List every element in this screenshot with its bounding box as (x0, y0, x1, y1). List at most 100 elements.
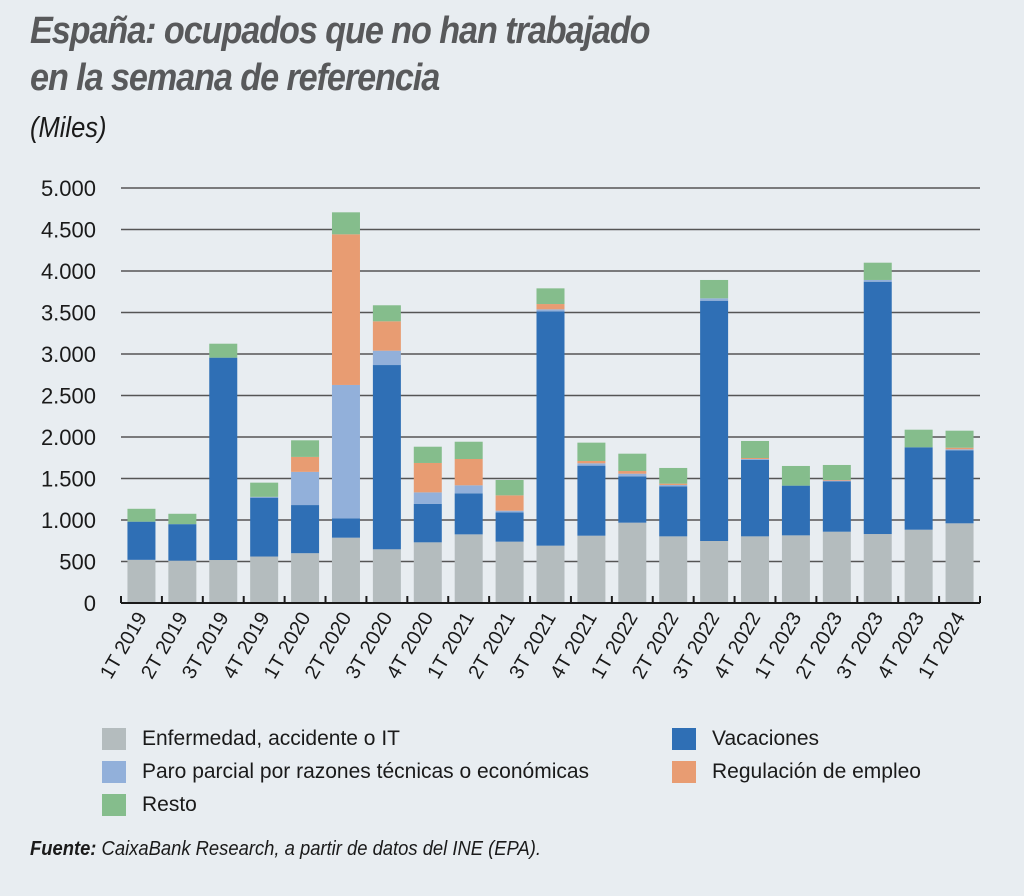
bar-segment (495, 541, 524, 603)
bar-segment (822, 481, 851, 532)
legend-swatch (102, 727, 126, 750)
bar-stack (659, 467, 688, 603)
source-text: CaixaBank Research, a partir de datos de… (96, 838, 541, 860)
bar-segment (822, 531, 851, 603)
bar-stack (291, 440, 320, 603)
bar-segment (700, 300, 729, 541)
bar-segment (863, 279, 892, 282)
bar-segment (781, 485, 810, 536)
bar-segment (168, 560, 197, 603)
bar-stack (536, 288, 565, 603)
bar-segment (945, 447, 974, 450)
bar-segment (454, 534, 483, 603)
bar-segment (700, 540, 729, 603)
bar-segment (495, 510, 524, 513)
bar-segment (331, 234, 360, 385)
bar-segment (454, 493, 483, 535)
bar-segment (536, 311, 565, 546)
bar-stack (331, 212, 360, 603)
bar-segment (822, 479, 851, 481)
bar-segment (291, 553, 320, 603)
bar-segment (331, 518, 360, 538)
y-tick-label: 4.500 (41, 218, 96, 243)
bar-segment (536, 304, 565, 310)
legend-item-paro-parcial: Paro parcial por razones técnicas o econ… (102, 755, 589, 788)
y-tick-label: 2.500 (41, 384, 96, 409)
bar-segment (372, 365, 401, 550)
bar-segment (822, 480, 851, 482)
bar-segment (618, 453, 647, 472)
chart-title-line2: en la semana de referencia (30, 57, 440, 99)
y-tick-label: 3.000 (41, 342, 96, 367)
bar-segment (127, 559, 156, 603)
bar-stack (250, 482, 279, 603)
bar-segment (168, 513, 197, 525)
bar-segment (659, 484, 688, 487)
bar-segment (209, 560, 238, 603)
bars (127, 212, 974, 603)
bar-segment (372, 305, 401, 322)
legend-label: Paro parcial por razones técnicas o econ… (142, 759, 590, 783)
bar-segment (291, 456, 320, 472)
bar-segment (454, 441, 483, 459)
y-tick-label: 2.000 (41, 425, 96, 450)
bar-segment (577, 463, 606, 466)
bar-segment (331, 537, 360, 603)
bar-segment (659, 536, 688, 603)
bar-segment (618, 476, 647, 523)
bar-segment (904, 529, 933, 603)
bar-segment (863, 281, 892, 535)
bar-segment (700, 298, 729, 301)
bar-segment (331, 384, 360, 519)
bar-segment (577, 535, 606, 603)
bar-segment (250, 482, 279, 497)
bar-segment (945, 430, 974, 448)
bar-stack (904, 429, 933, 603)
bar-segment (209, 343, 238, 358)
y-tick-label: 1.500 (41, 467, 96, 492)
bar-segment (536, 545, 565, 603)
bar-segment (291, 471, 320, 506)
bar-segment (945, 523, 974, 603)
bar-stack (781, 465, 810, 603)
legend-item-resto: Resto (102, 788, 589, 821)
bar-segment (904, 429, 933, 448)
bar-stack (945, 430, 974, 603)
bar-segment (659, 483, 688, 485)
legend-item-vacaciones: Vacaciones (672, 722, 921, 755)
legend-label: Vacaciones (712, 726, 820, 750)
chart-subtitle: (Miles) (30, 112, 107, 144)
bar-segment (945, 449, 974, 451)
bar-segment (331, 212, 360, 235)
bar-stack (209, 343, 238, 603)
bar-segment (127, 521, 156, 560)
y-tick-label: 5.000 (41, 176, 96, 201)
bar-segment (250, 497, 279, 557)
legend-item-enfermedad: Enfermedad, accidente o IT (102, 722, 589, 755)
legend-swatch (102, 793, 126, 816)
bar-segment (454, 458, 483, 486)
legend-right: Vacaciones Regulación de empleo (672, 722, 921, 788)
bar-segment (209, 357, 238, 561)
legend-label: Regulación de empleo (712, 759, 921, 783)
bar-segment (536, 309, 565, 312)
source-label: Fuente: (30, 838, 97, 860)
bar-segment (250, 496, 279, 498)
bar-segment (945, 450, 974, 524)
bar-stack (127, 508, 156, 603)
bar-segment (413, 492, 442, 504)
legend-label: Resto (142, 792, 197, 816)
y-tick-label: 500 (59, 550, 96, 575)
x-axis (120, 596, 981, 604)
bar-segment (372, 321, 401, 351)
y-tick-label: 3.500 (41, 301, 96, 326)
legend-label: Enfermedad, accidente o IT (142, 726, 400, 750)
bar-segment (536, 288, 565, 305)
bar-segment (577, 460, 606, 464)
bar-segment (904, 447, 933, 530)
bar-segment (495, 495, 524, 511)
bar-segment (741, 440, 770, 458)
bar-segment (618, 522, 647, 603)
bar-stack (700, 279, 729, 603)
